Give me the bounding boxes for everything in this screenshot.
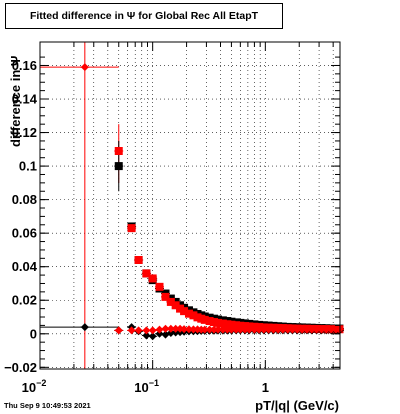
data-point-diamond <box>148 332 157 341</box>
data-point-diamond <box>209 325 218 334</box>
data-point-diamond <box>148 326 157 335</box>
data-point-square <box>189 311 198 320</box>
axis-ticks <box>39 42 340 369</box>
data-point-diamond <box>327 325 336 334</box>
data-point-diamond <box>180 325 189 334</box>
data-point-square <box>180 307 189 316</box>
y-tick-label: 0.12 <box>12 125 37 140</box>
x-tick-label: 10−1 <box>134 378 159 395</box>
timestamp: Thu Sep 9 10:49:53 2021 <box>4 401 91 410</box>
x-tick-label: 10−2 <box>22 378 47 395</box>
data-point-diamond <box>142 326 151 335</box>
y-tick-labels: −0.02 0 0.02 0.04 0.06 0.08 0.1 0.12 0.14 0.16 <box>4 58 38 375</box>
data-point-square <box>200 315 209 324</box>
chart-title: Fitted difference in Ψ for Global Rec Al… <box>5 3 283 29</box>
data-point-diamond <box>213 325 222 334</box>
markers <box>80 63 344 341</box>
data-point-diamond <box>317 325 326 334</box>
data-point-diamond <box>232 325 241 334</box>
data-point-diamond <box>255 325 264 334</box>
data-point-square <box>166 297 175 306</box>
data-point-square <box>127 224 136 233</box>
data-point-diamond <box>200 325 209 334</box>
data-point-diamond <box>127 326 136 335</box>
data-point-diamond <box>278 325 287 334</box>
data-point-diamond <box>259 325 268 334</box>
y-tick-label: 0.14 <box>12 92 38 107</box>
y-tick-label: 0.04 <box>12 259 38 274</box>
data-point-diamond <box>312 325 321 334</box>
plot-frame <box>39 41 341 370</box>
y-tick-label: 0.1 <box>19 159 37 174</box>
x-tick-labels: 10−2 10−1 1 <box>22 378 269 395</box>
data-point-diamond <box>184 325 193 334</box>
data-point-square <box>134 256 143 264</box>
data-point-diamond <box>250 325 259 334</box>
data-point-square <box>218 319 227 328</box>
data-point-square <box>114 162 123 171</box>
data-point-diamond <box>307 325 316 334</box>
data-point-square <box>227 320 236 329</box>
data-point-diamond <box>155 329 164 338</box>
data-point-diamond <box>298 325 307 334</box>
data-point-diamond <box>264 325 273 334</box>
data-point-diamond <box>218 325 227 334</box>
data-point-square <box>213 318 222 327</box>
data-point-square <box>223 320 232 329</box>
y-tick-label: 0.06 <box>12 226 37 241</box>
error-bars <box>40 42 344 369</box>
data-point-diamond <box>80 63 89 72</box>
y-tick-label: 0.08 <box>12 192 37 207</box>
data-point-square <box>114 147 123 155</box>
data-point-diamond <box>166 328 175 337</box>
data-point-diamond <box>155 325 164 334</box>
data-point-diamond <box>223 325 232 334</box>
data-point-diamond <box>166 324 175 333</box>
y-tick-label: 0.16 <box>12 58 37 73</box>
data-point-diamond <box>142 331 151 340</box>
y-tick-label: 0 <box>30 326 37 341</box>
data-point-diamond <box>274 325 283 334</box>
data-point-diamond <box>189 325 198 334</box>
data-point-square <box>205 317 214 326</box>
data-point-square <box>209 318 218 327</box>
grid <box>40 42 340 369</box>
data-point-diamond <box>80 323 89 332</box>
data-point-square <box>184 309 193 318</box>
data-point-diamond <box>245 325 254 334</box>
data-point-diamond <box>283 325 292 334</box>
data-point-diamond <box>322 325 331 334</box>
y-axis-label: difference in Ψ <box>8 56 23 147</box>
data-point-diamond <box>114 326 123 335</box>
data-point-diamond <box>205 325 214 334</box>
data-point-diamond <box>161 324 170 333</box>
y-tick-label: 0.02 <box>12 293 37 308</box>
data-point-square <box>232 321 241 330</box>
data-point-diamond <box>293 325 302 334</box>
data-point-square <box>171 301 180 310</box>
data-point-diamond <box>269 325 278 334</box>
data-point-square <box>142 269 151 278</box>
data-point-diamond <box>171 324 180 333</box>
data-point-diamond <box>134 326 143 335</box>
data-point-square <box>148 274 157 283</box>
data-point-diamond <box>236 325 245 334</box>
data-point-square <box>161 292 170 301</box>
data-point-diamond <box>240 325 249 334</box>
data-point-square <box>155 282 164 291</box>
data-point-diamond <box>288 325 297 334</box>
data-point-square <box>176 304 185 313</box>
data-point-diamond <box>302 325 311 334</box>
x-tick-label: 1 <box>262 380 269 395</box>
data-point-diamond <box>335 325 344 334</box>
y-tick-label: −0.02 <box>4 360 37 375</box>
data-point-diamond <box>227 325 236 334</box>
x-axis-label: pT/|q| (GeV/c) <box>255 398 339 413</box>
